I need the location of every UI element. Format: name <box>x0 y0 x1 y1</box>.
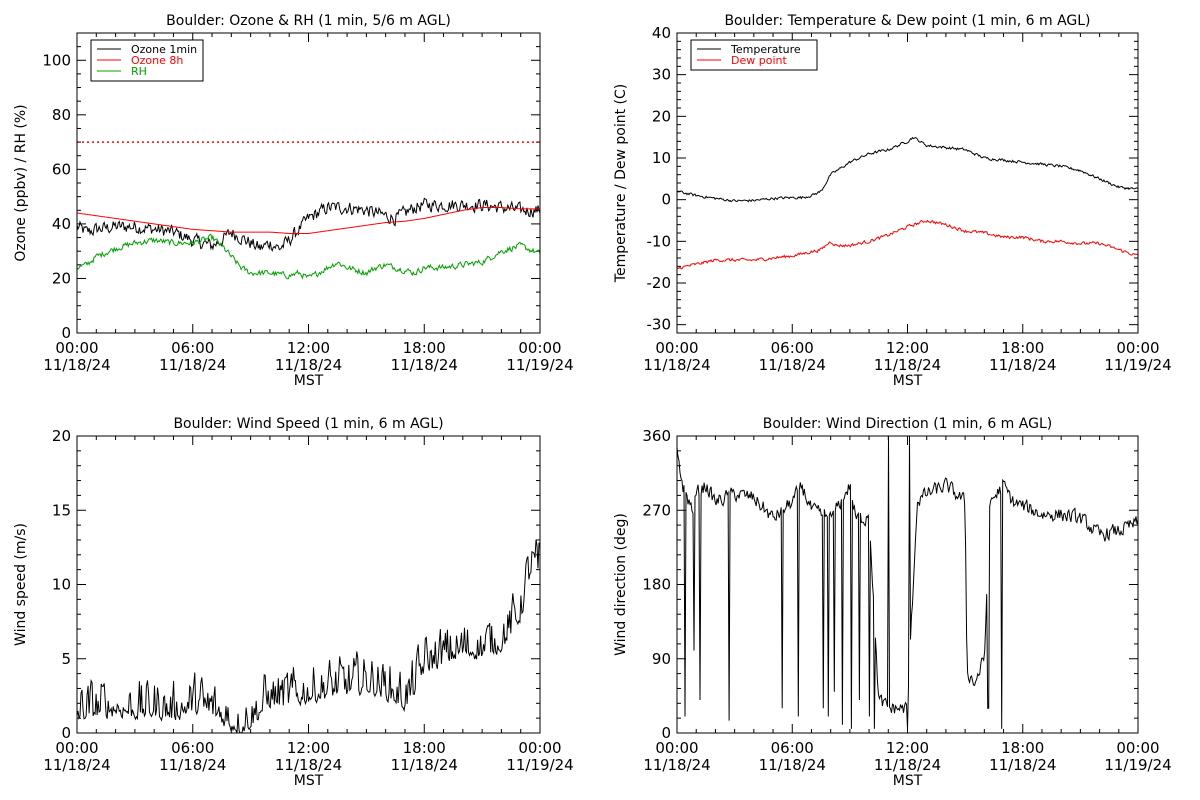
x-tick-label: 18:00 <box>1001 739 1044 757</box>
x-tick-date-label: 11/18/24 <box>874 356 941 374</box>
x-tick-label: 00:00 <box>655 339 698 357</box>
x-tick-date-label: 11/18/24 <box>159 356 226 374</box>
plot-frame <box>676 435 1139 734</box>
y-tick-label: 10 <box>52 576 71 594</box>
x-tick-label: 06:00 <box>171 339 214 357</box>
y-tick-label: 5 <box>61 650 71 668</box>
series-line-2 <box>76 207 540 234</box>
y-tick-label: 20 <box>652 107 671 125</box>
x-tick-date-label: 11/19/24 <box>506 356 573 374</box>
x-tick-date-label: 11/18/24 <box>43 356 110 374</box>
panel-3: Boulder: Wind Speed (1 min, 6 m AGL) Wind… <box>13 416 574 789</box>
x-tick-date-label: 11/18/24 <box>275 356 342 374</box>
x-tick-date-label: 11/18/24 <box>391 756 458 774</box>
y-tick-label: 0 <box>661 191 671 209</box>
y-tick-label: 20 <box>52 427 71 445</box>
x-tick-date-label: 11/19/24 <box>1104 756 1171 774</box>
y-tick-label: 20 <box>52 269 71 287</box>
y-tick-label: 30 <box>652 66 671 84</box>
x-tick-label: 00:00 <box>1116 739 1159 757</box>
x-tick-label: 18:00 <box>1001 339 1044 357</box>
y-tick-label: 360 <box>642 427 671 445</box>
y-axis-label: Wind direction (deg) <box>613 513 629 656</box>
plot-title: Boulder: Temperature & Dew point (1 min,… <box>724 13 1090 29</box>
legend-label: Ozone 1min <box>131 43 197 56</box>
x-tick-date-label: 11/18/24 <box>391 356 458 374</box>
x-tick-date-label: 11/18/24 <box>759 756 826 774</box>
y-axis-label: Wind speed (m/s) <box>13 523 29 646</box>
plot-frame <box>76 435 541 734</box>
plot-title: Boulder: Wind Direction (1 min, 6 m AGL) <box>763 416 1052 432</box>
y-tick-label: 40 <box>652 24 671 42</box>
x-tick-date-label: 11/18/24 <box>759 356 826 374</box>
x-tick-label: 06:00 <box>771 739 814 757</box>
y-tick-label: 15 <box>52 501 71 519</box>
x-tick-date-label: 11/19/24 <box>1104 356 1171 374</box>
y-tick-label: 180 <box>642 576 671 594</box>
y-axis-label: Ozone (ppbv) / RH (%) <box>13 104 29 261</box>
series-line-1 <box>676 136 1139 203</box>
x-axis-label: MST <box>294 373 324 389</box>
plot-title: Boulder: Wind Speed (1 min, 6 m AGL) <box>173 416 443 432</box>
x-tick-date-label: 11/18/24 <box>43 756 110 774</box>
legend-label: Temperature <box>730 43 801 56</box>
x-tick-label: 12:00 <box>287 739 330 757</box>
y-tick-label: 0 <box>61 324 71 342</box>
x-tick-label: 00:00 <box>55 739 98 757</box>
plot-title: Boulder: Ozone & RH (1 min, 5/6 m AGL) <box>166 13 451 29</box>
legend-label: RH <box>131 65 147 78</box>
panel-4: Boulder: Wind Direction (1 min, 6 m AGL)… <box>613 416 1172 789</box>
x-tick-label: 12:00 <box>886 339 929 357</box>
plot-frame <box>676 32 1139 334</box>
series-line-1 <box>676 435 1139 729</box>
x-tick-date-label: 11/19/24 <box>506 756 573 774</box>
x-tick-date-label: 11/18/24 <box>874 756 941 774</box>
x-axis-label: MST <box>893 773 923 789</box>
y-tick-label: 60 <box>52 160 71 178</box>
panel-2: Boulder: Temperature & Dew point (1 min,… <box>613 13 1172 389</box>
panel-1: Boulder: Ozone & RH (1 min, 5/6 m AGL) Oz… <box>13 13 574 389</box>
x-tick-label: 12:00 <box>287 339 330 357</box>
series-line-1 <box>76 539 541 734</box>
y-tick-label: -30 <box>647 316 672 334</box>
x-tick-label: 18:00 <box>403 739 446 757</box>
x-tick-date-label: 11/18/24 <box>989 756 1056 774</box>
y-tick-label: -10 <box>647 232 672 250</box>
y-tick-label: 100 <box>42 51 71 69</box>
x-tick-label: 06:00 <box>171 739 214 757</box>
legend-label: Ozone 8h <box>131 54 183 67</box>
y-tick-label: 90 <box>652 650 671 668</box>
y-tick-label: -20 <box>647 274 672 292</box>
x-tick-date-label: 11/18/24 <box>643 356 710 374</box>
x-tick-date-label: 11/18/24 <box>643 756 710 774</box>
x-tick-label: 12:00 <box>886 739 929 757</box>
y-tick-label: 0 <box>61 724 71 742</box>
x-tick-date-label: 11/18/24 <box>275 756 342 774</box>
y-tick-label: 80 <box>52 106 71 124</box>
y-tick-label: 0 <box>661 724 671 742</box>
plot-frame <box>76 32 541 334</box>
y-tick-label: 40 <box>52 215 71 233</box>
legend-box <box>90 39 204 82</box>
series-line-1 <box>76 197 541 252</box>
legend-box <box>690 39 818 71</box>
x-tick-label: 00:00 <box>655 739 698 757</box>
x-tick-date-label: 11/18/24 <box>989 356 1056 374</box>
x-tick-date-label: 11/18/24 <box>159 756 226 774</box>
legend-label: Dew point <box>731 54 787 67</box>
y-axis-label: Temperature / Dew point (C) <box>613 84 629 283</box>
series-line-3 <box>76 233 541 280</box>
x-tick-label: 06:00 <box>771 339 814 357</box>
x-tick-label: 00:00 <box>518 739 561 757</box>
y-tick-label: 10 <box>652 149 671 167</box>
x-tick-label: 00:00 <box>55 339 98 357</box>
x-axis-label: MST <box>294 773 324 789</box>
x-axis-label: MST <box>893 373 923 389</box>
x-tick-label: 00:00 <box>1116 339 1159 357</box>
x-tick-label: 00:00 <box>518 339 561 357</box>
x-tick-label: 18:00 <box>403 339 446 357</box>
series-line-2 <box>676 219 1139 270</box>
y-tick-label: 270 <box>642 501 671 519</box>
